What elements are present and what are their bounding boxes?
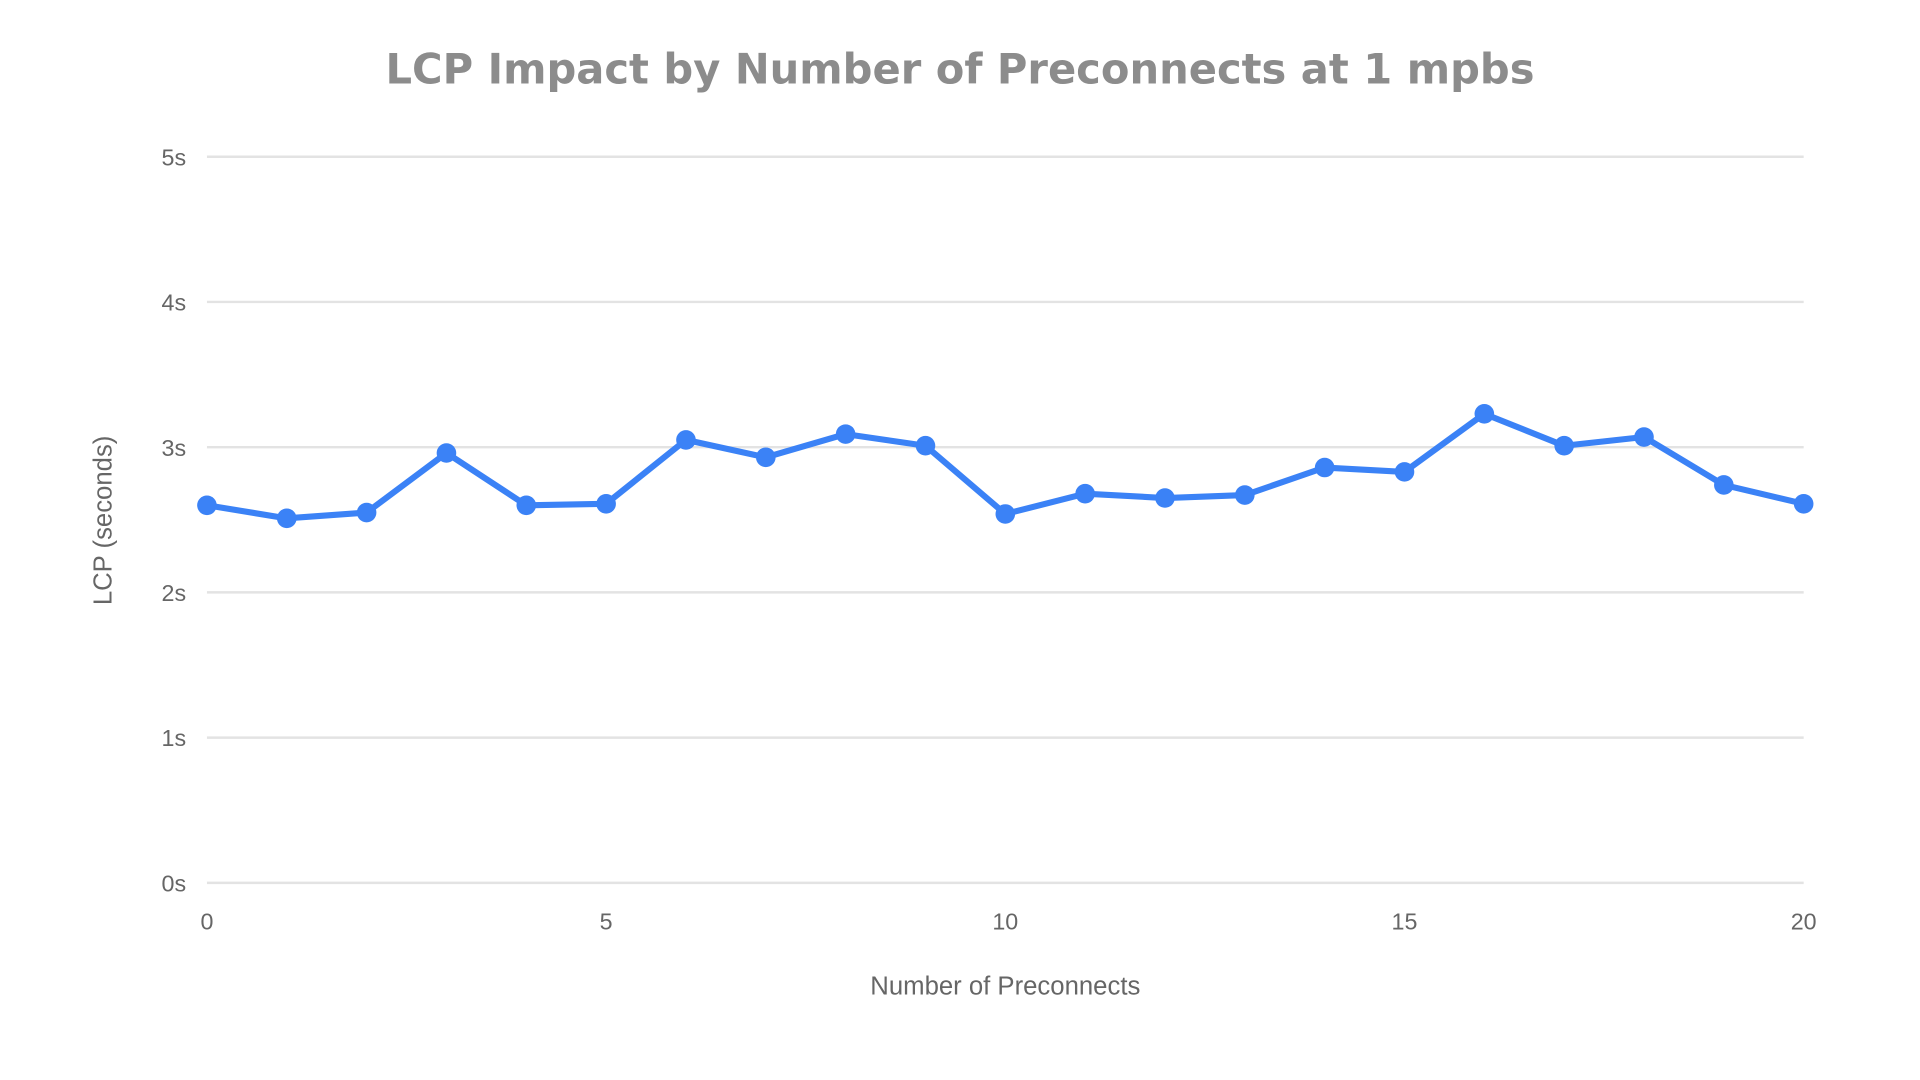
data-point[interactable] — [1394, 462, 1415, 482]
data-point[interactable] — [1075, 483, 1095, 504]
x-axis-label: Number of Preconnects — [870, 972, 1140, 1000]
x-tick-label: 15 — [1392, 908, 1418, 934]
data-point[interactable] — [915, 435, 936, 456]
y-tick-label: 0s — [162, 870, 187, 896]
series-lcp — [197, 403, 1814, 529]
chart-title: LCP Impact by Number of Preconnects at 1… — [386, 44, 1535, 93]
y-axis-label: LCP (seconds) — [89, 436, 117, 606]
x-tick-label: 0 — [200, 908, 213, 934]
data-point[interactable] — [1793, 494, 1814, 514]
y-axis-ticks: 0s 1s 2s 3s 4s 5s — [162, 144, 187, 896]
x-axis-ticks: 0 5 10 15 20 — [200, 908, 1816, 934]
x-tick-label: 10 — [992, 908, 1018, 934]
data-point[interactable] — [1314, 457, 1335, 478]
data-point[interactable] — [276, 508, 297, 529]
data-point[interactable] — [1634, 427, 1654, 447]
data-point[interactable] — [197, 495, 217, 516]
y-tick-label: 5s — [162, 144, 187, 170]
data-point[interactable] — [436, 443, 457, 463]
data-point[interactable] — [1474, 403, 1495, 424]
data-point[interactable] — [356, 502, 377, 523]
series-line — [206, 410, 1805, 522]
x-tick-label: 20 — [1791, 908, 1817, 934]
y-tick-label: 2s — [162, 580, 187, 606]
data-point[interactable] — [516, 495, 537, 516]
data-point[interactable] — [676, 430, 696, 450]
data-point[interactable] — [756, 447, 776, 468]
y-tick-label: 4s — [162, 290, 187, 316]
y-tick-label: 1s — [162, 725, 187, 751]
data-point[interactable] — [1155, 488, 1175, 508]
data-point[interactable] — [596, 494, 616, 514]
data-point[interactable] — [995, 504, 1016, 524]
data-point[interactable] — [1714, 475, 1734, 495]
x-tick-label: 5 — [600, 908, 613, 934]
data-point[interactable] — [1554, 435, 1574, 456]
data-point[interactable] — [835, 424, 856, 444]
data-point[interactable] — [1235, 485, 1255, 505]
y-tick-label: 3s — [162, 435, 187, 461]
gridlines — [206, 155, 1804, 885]
